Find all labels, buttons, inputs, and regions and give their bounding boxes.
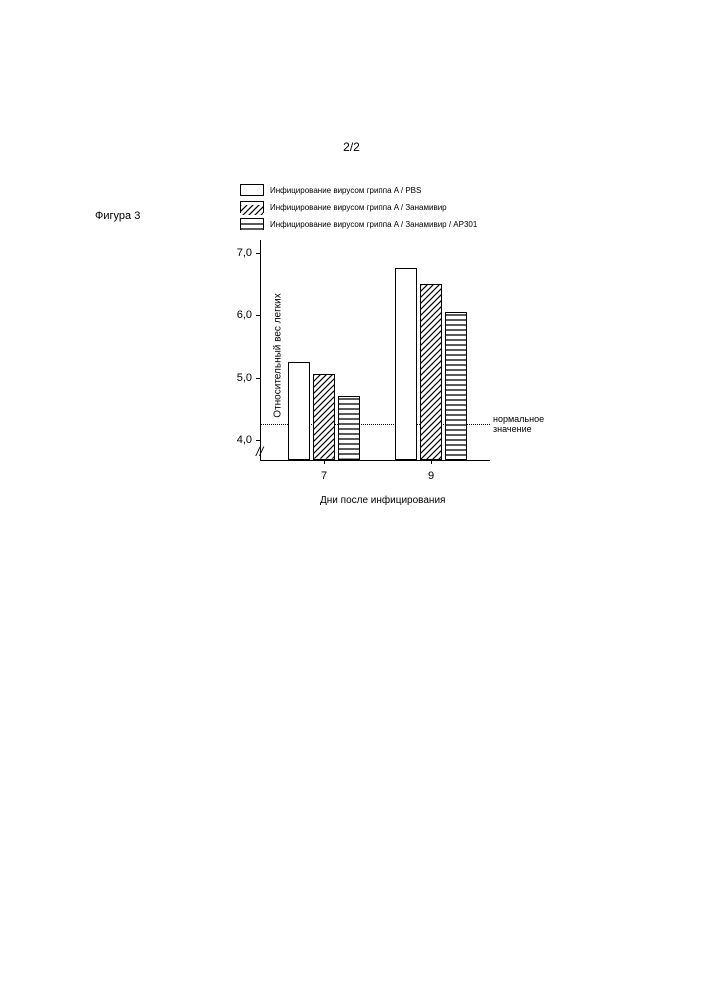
bar bbox=[395, 268, 417, 460]
y-tick bbox=[256, 253, 260, 254]
legend-row: Инфицирование вирусом гриппа A / Занамив… bbox=[240, 217, 477, 231]
y-tick bbox=[256, 378, 260, 379]
plot-area: // Относительный вес легких Дни после ин… bbox=[260, 240, 490, 470]
legend-label-2: Инфицирование вирусом гриппа A / Занамив… bbox=[270, 220, 477, 229]
y-axis bbox=[260, 240, 261, 460]
y-tick-label: 6,0 bbox=[237, 309, 252, 321]
legend-row: Инфицирование вирусом гриппа A / Занамив… bbox=[240, 200, 477, 214]
y-tick-label: 7,0 bbox=[237, 247, 252, 259]
x-tick-label: 9 bbox=[428, 470, 434, 482]
x-axis bbox=[260, 460, 490, 461]
legend-swatch-2 bbox=[240, 218, 264, 230]
y-tick-label: 5,0 bbox=[237, 372, 252, 384]
legend-swatch-1 bbox=[240, 201, 264, 213]
x-axis-title: Дни после инфицирования bbox=[320, 495, 445, 506]
x-tick bbox=[431, 460, 432, 464]
bar bbox=[288, 362, 310, 460]
bar bbox=[445, 312, 467, 460]
bar bbox=[313, 374, 335, 460]
legend-swatch-0 bbox=[240, 184, 264, 196]
legend-label-1: Инфицирование вирусом гриппа A / Занамив… bbox=[270, 203, 447, 212]
x-tick bbox=[324, 460, 325, 464]
bar bbox=[420, 284, 442, 460]
y-tick-label: 4,0 bbox=[237, 434, 252, 446]
chart-container: Инфицирование вирусом гриппа A / PBS Инф… bbox=[210, 180, 610, 520]
y-axis-title: Относительный вес легких bbox=[273, 293, 284, 417]
y-tick bbox=[256, 315, 260, 316]
legend-label-0: Инфицирование вирусом гриппа A / PBS bbox=[270, 186, 421, 195]
legend-row: Инфицирование вирусом гриппа A / PBS bbox=[240, 183, 477, 197]
figure-label: Фигура 3 bbox=[95, 210, 140, 222]
axis-break-icon: // bbox=[256, 449, 263, 455]
reference-line-label: нормальное значение bbox=[493, 414, 544, 434]
bar bbox=[338, 396, 360, 460]
legend: Инфицирование вирусом гриппа A / PBS Инф… bbox=[240, 183, 477, 234]
x-tick-label: 7 bbox=[321, 470, 327, 482]
y-tick bbox=[256, 440, 260, 441]
page-number: 2/2 bbox=[343, 140, 360, 154]
